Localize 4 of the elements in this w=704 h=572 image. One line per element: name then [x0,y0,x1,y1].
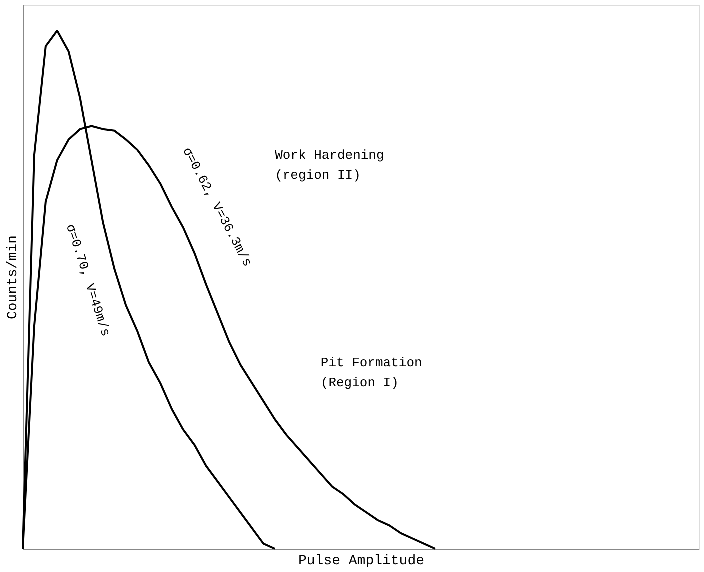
annotation: Work Hardening (region II) [275,148,384,184]
annotation: Pit Formation (Region I) [320,355,422,390]
y-axis-title: Counts/min [6,235,22,320]
x-axis-title: Pulse Amplitude [298,554,425,570]
